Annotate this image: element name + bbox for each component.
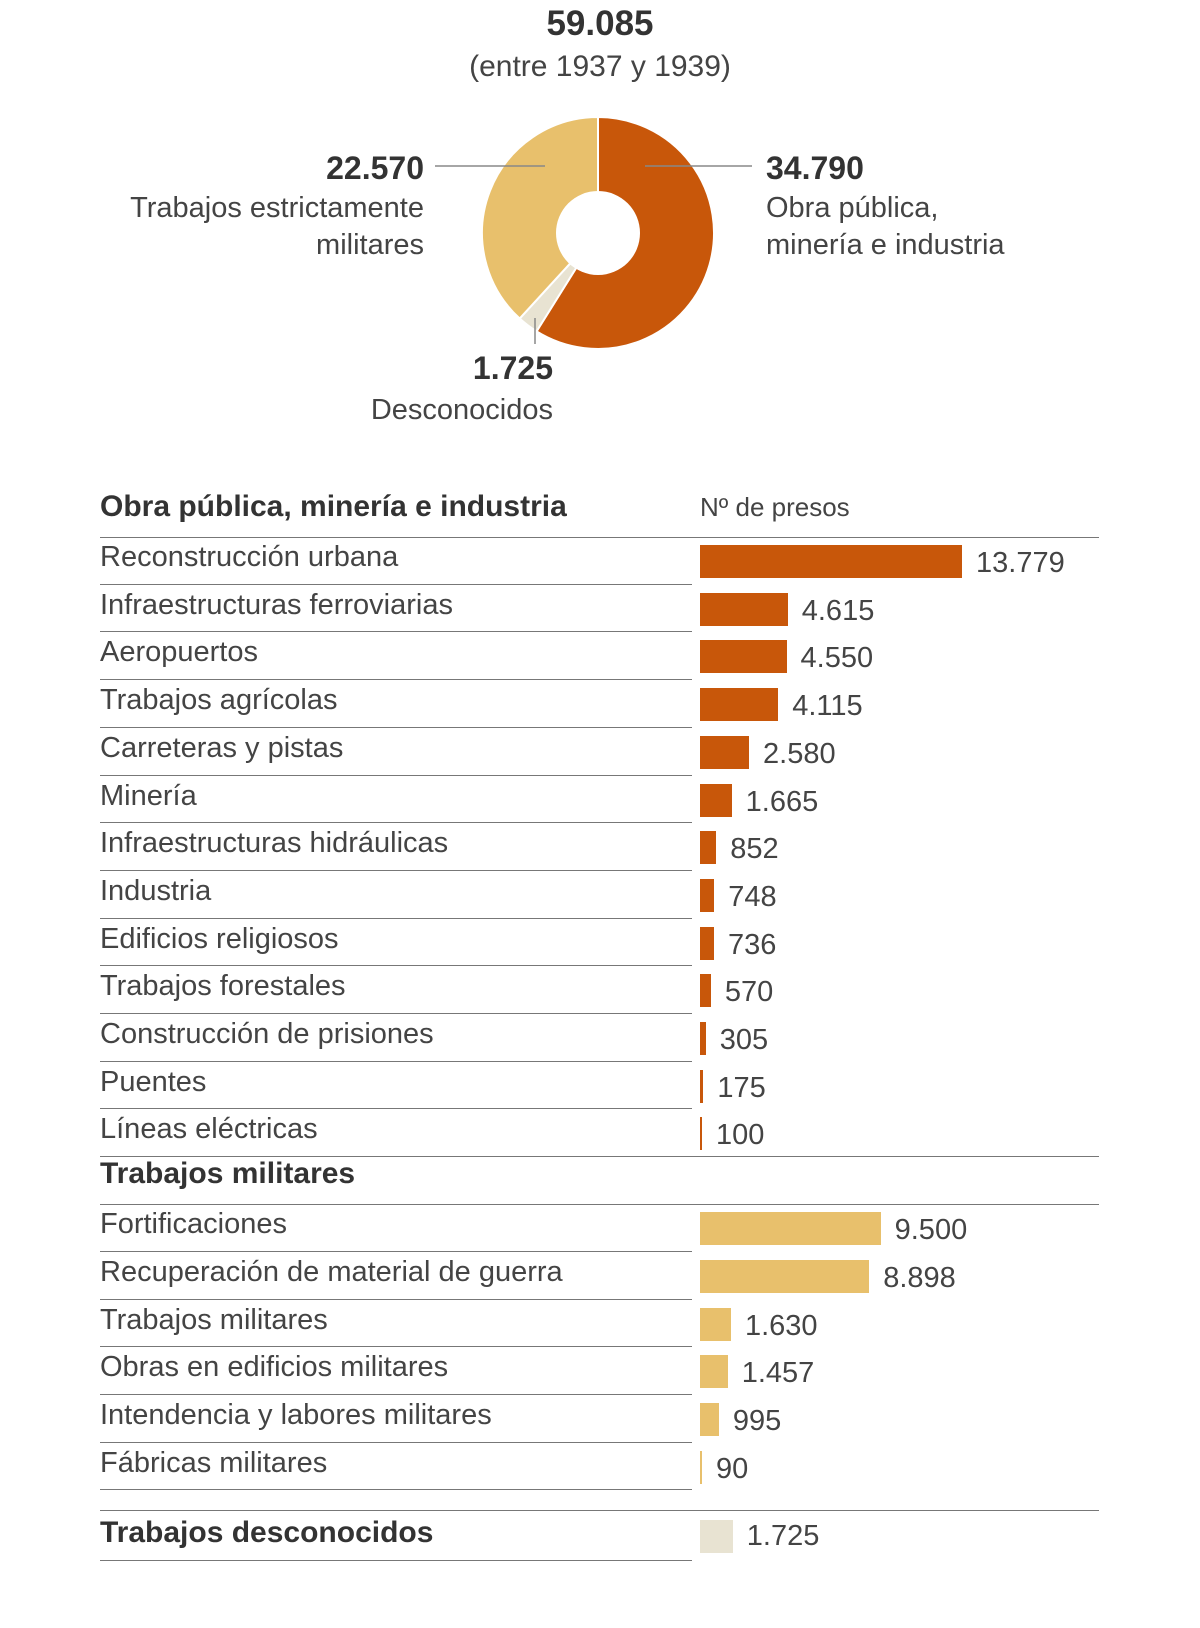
row-label: Trabajos agrícolas (100, 684, 338, 717)
row-rule (100, 726, 692, 728)
bar (700, 1402, 719, 1436)
bar (700, 592, 788, 626)
row-label: Fortificaciones (100, 1208, 287, 1241)
row-rule (100, 822, 692, 824)
bar-value: 736 (727, 928, 777, 961)
bar-value: 4.550 (800, 642, 874, 675)
bar (700, 1117, 702, 1151)
row-rule (100, 1298, 692, 1300)
bar-value: 1.665 (745, 785, 819, 818)
bar-value: 1.630 (744, 1309, 818, 1342)
bar-value: 305 (719, 1024, 769, 1056)
row-rule (100, 679, 692, 681)
bar-value: 13.779 (976, 547, 1065, 579)
militar-slice-label-1: Trabajos estrictamente (130, 192, 424, 224)
bar (700, 1212, 881, 1246)
row-label: Carreteras y pistas (100, 731, 344, 764)
bar (700, 640, 787, 674)
row-rule (100, 583, 692, 585)
period-subtitle: (entre 1937 y 1939) (469, 50, 731, 83)
row-rule (100, 917, 692, 919)
row-label: Minería (100, 779, 197, 812)
donut-slice-2 (481, 115, 599, 320)
bar (700, 1069, 704, 1103)
bar-value: 1.725 (746, 1520, 820, 1553)
bar-value: 2.580 (763, 737, 836, 770)
bar (700, 974, 711, 1008)
row-label: Puentes (100, 1065, 207, 1098)
obra-slice-value: 34.790 (766, 150, 864, 186)
bar (700, 735, 750, 769)
row-label: Trabajos forestales (100, 970, 346, 1003)
bar (700, 545, 962, 578)
desconocidos-slice-label: Desconocidos (370, 394, 553, 426)
bar-value: 4.615 (801, 594, 875, 627)
row-label: Recuperación de material de guerra (100, 1255, 563, 1288)
section-bottom-rule (100, 1560, 692, 1562)
donut-chart (435, 115, 752, 350)
obra-slice-label-2: minería e industria (766, 229, 1005, 261)
bar-value: 9.500 (894, 1214, 968, 1247)
section-rule (100, 537, 1099, 538)
row-label: Edificios religiosos (100, 922, 339, 955)
total-value: 59.085 (546, 4, 654, 43)
row-rule (100, 1489, 692, 1491)
row-label: Intendencia y labores militares (100, 1398, 492, 1431)
row-rule (100, 1060, 692, 1062)
desconocidos-slice-value: 1.725 (472, 350, 553, 386)
bar-value: 995 (732, 1404, 782, 1437)
bar (700, 926, 714, 960)
bar-value: 8.898 (883, 1261, 956, 1294)
row-rule (100, 1346, 692, 1348)
section-title: Trabajos desconocidos (100, 1516, 434, 1550)
bar-value: 90 (716, 1452, 749, 1485)
row-rule (100, 1393, 692, 1395)
bar-value: 748 (728, 880, 777, 913)
bar-value: 570 (724, 976, 774, 1009)
bar-value: 1.457 (741, 1357, 815, 1390)
row-rule (100, 869, 692, 871)
bar (700, 1259, 870, 1293)
section-top-rule (100, 1510, 1099, 1512)
obra-slice-label-1: Obra pública, (766, 192, 939, 224)
bar (700, 1355, 728, 1389)
row-rule (100, 1013, 692, 1014)
row-label: Infraestructuras ferroviarias (100, 588, 453, 621)
row-rule (100, 631, 692, 633)
row-label: Aeropuertos (100, 636, 258, 669)
bar-value: 100 (716, 1119, 765, 1152)
bar (700, 1307, 731, 1341)
section-title: Trabajos militares (100, 1157, 356, 1191)
row-label: Líneas eléctricas (100, 1113, 318, 1146)
column-header: Nº de presos (700, 492, 850, 522)
row-rule (100, 965, 692, 967)
bar (700, 1022, 706, 1055)
row-label: Infraestructuras hidráulicas (100, 827, 449, 860)
bar-value: 4.115 (792, 690, 863, 723)
bar-value: 852 (730, 833, 779, 866)
bar (700, 831, 717, 865)
row-label: Trabajos militares (100, 1303, 328, 1336)
row-rule (100, 1441, 692, 1443)
bar (700, 1450, 702, 1484)
row-rule (100, 1108, 692, 1110)
row-rule (100, 774, 692, 776)
row-label: Industria (100, 874, 212, 907)
bar (700, 688, 779, 722)
militar-slice-value: 22.570 (326, 150, 424, 186)
bar (700, 878, 715, 912)
bar-value: 175 (717, 1071, 766, 1104)
row-label: Reconstrucción urbana (100, 541, 399, 573)
militar-slice-label-2: militares (316, 229, 424, 261)
row-label: Obras en edificios militares (100, 1351, 449, 1384)
row-label: Fábricas militares (100, 1446, 328, 1479)
bar-desconocidos (700, 1520, 733, 1554)
row-rule (100, 1156, 1099, 1158)
section-title: Obra pública, minería e industria (100, 490, 567, 523)
section-rule (100, 1204, 1099, 1206)
row-label: Construcción de prisiones (100, 1018, 434, 1050)
bar (700, 783, 732, 817)
donut-hole (556, 191, 640, 275)
row-rule (100, 1250, 692, 1252)
